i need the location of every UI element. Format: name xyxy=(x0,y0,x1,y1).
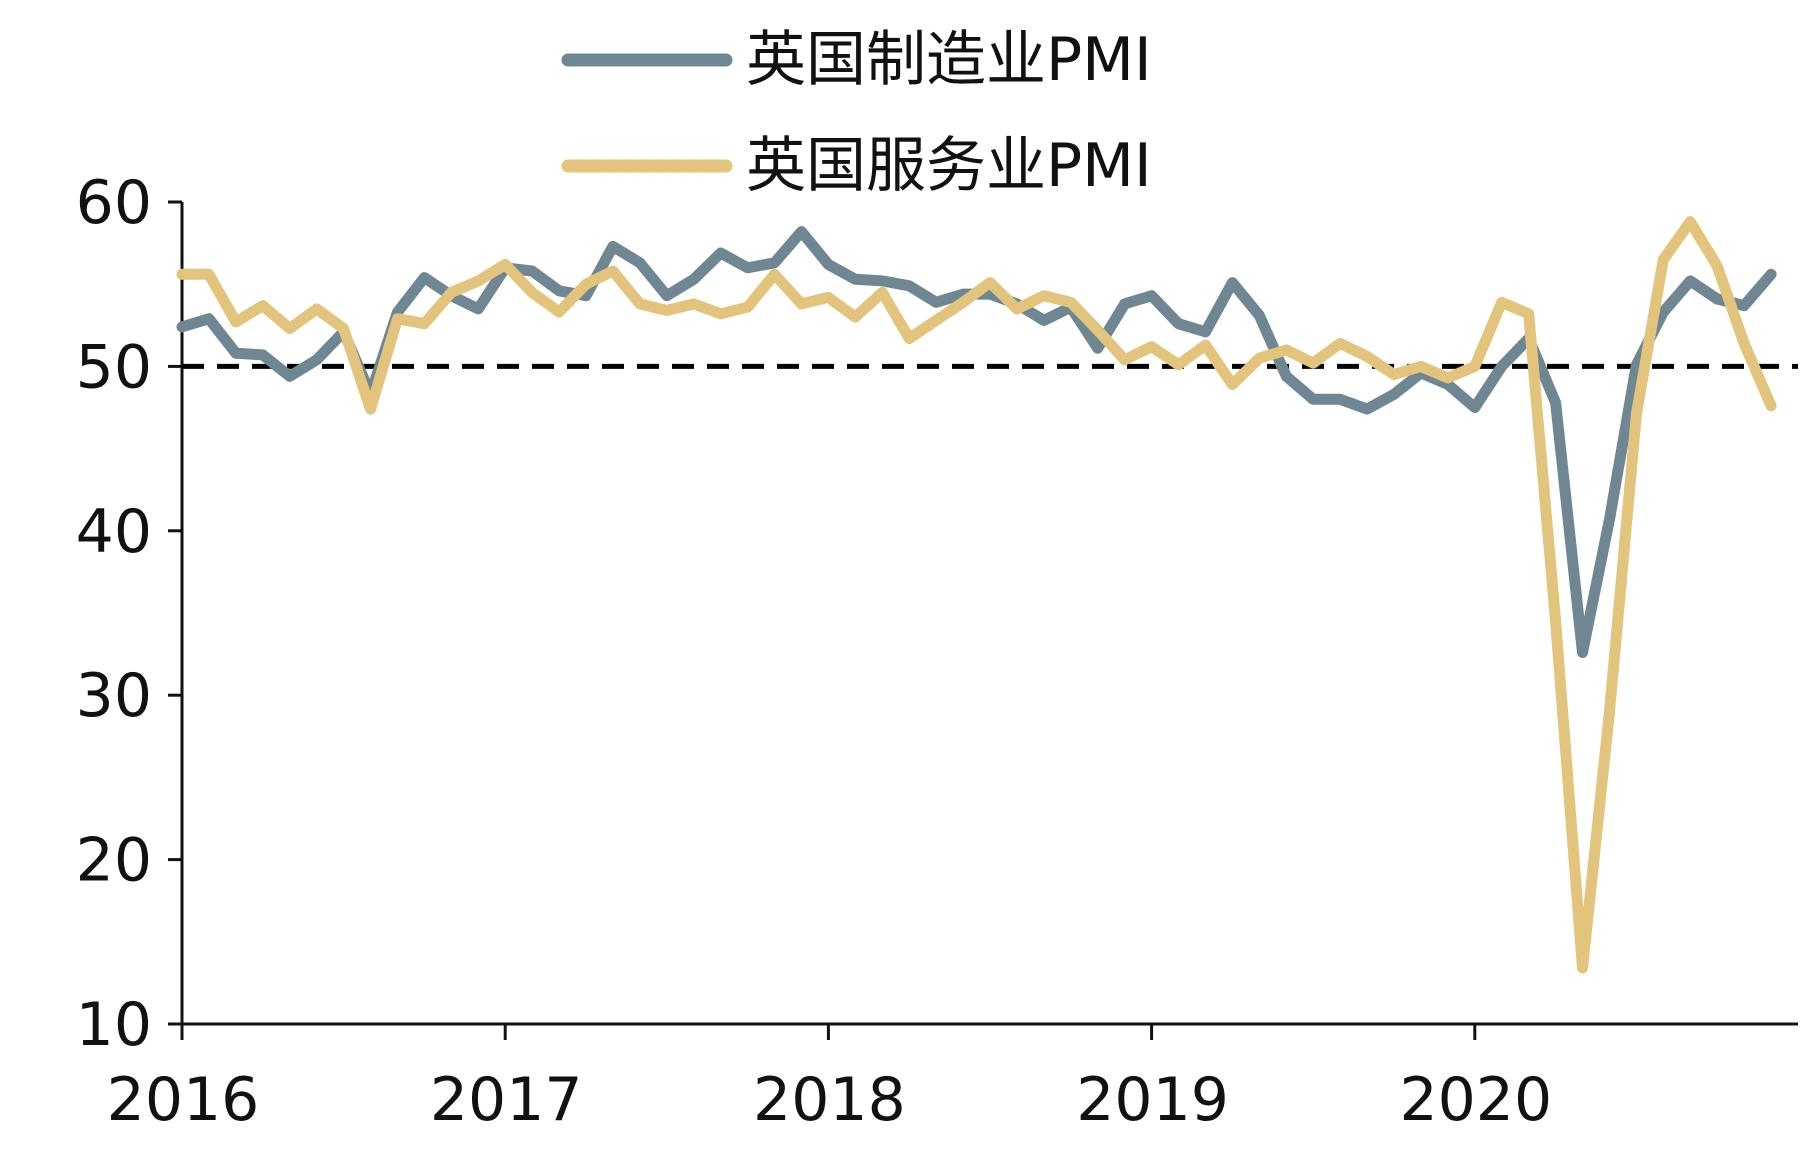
legend-label-manufacturing: 英国制造业PMI xyxy=(746,25,1152,95)
y-tick-label: 50 xyxy=(76,332,152,402)
series-line-services-pmi xyxy=(176,216,1777,974)
x-tick-label: 2019 xyxy=(1076,1065,1229,1135)
x-tick-label: 2017 xyxy=(430,1065,583,1135)
y-tick-group: 10 20 30 40 50 60 xyxy=(76,168,182,1060)
x-tick-label: 2020 xyxy=(1399,1065,1552,1135)
x-tick-label: 2018 xyxy=(753,1065,906,1135)
x-tick-label: 2016 xyxy=(107,1065,260,1135)
y-tick-label: 30 xyxy=(76,661,152,731)
x-tick-group: 2016 2017 2018 2019 2020 xyxy=(107,1024,1552,1135)
y-tick-label: 20 xyxy=(76,826,152,896)
y-tick-label: 60 xyxy=(76,168,152,238)
y-tick-label: 10 xyxy=(76,990,152,1060)
y-tick-label: 40 xyxy=(76,497,152,567)
legend: 英国制造业PMI 英国服务业PMI xyxy=(561,25,1152,201)
legend-label-services: 英国服务业PMI xyxy=(746,131,1152,201)
